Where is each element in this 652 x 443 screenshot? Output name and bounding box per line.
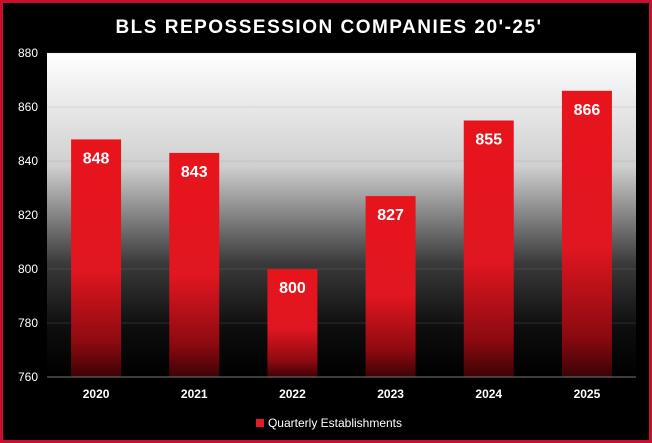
y-tick-label: 860: [18, 100, 38, 114]
bar-2023: [365, 196, 416, 377]
x-tick-label: 2024: [475, 387, 502, 401]
x-tick-label: 2021: [181, 387, 208, 401]
data-label: 866: [574, 102, 601, 119]
data-label: 848: [83, 150, 110, 167]
bar-2022: [267, 269, 318, 377]
data-label: 855: [475, 132, 502, 149]
x-tick-label: 2025: [574, 387, 601, 401]
x-tick-label: 2022: [279, 387, 306, 401]
bar-chart: 760 780 800 820 840 860 880 848 2020 843 2021 800 20…: [18, 46, 636, 401]
legend-swatch: [255, 419, 264, 427]
y-tick-label: 760: [18, 370, 38, 384]
bar-2025: [561, 90, 612, 378]
x-tick-label: 2023: [377, 387, 404, 401]
chart-legend: Quarterly Establishments: [3, 416, 652, 430]
y-tick-label: 880: [18, 46, 38, 60]
bar-2024: [463, 120, 514, 377]
y-tick-label: 780: [18, 316, 38, 330]
y-tick-label: 820: [18, 208, 38, 222]
plot-area: [47, 53, 636, 377]
data-label: 843: [181, 164, 208, 181]
y-tick-label: 800: [18, 262, 38, 276]
legend-label: Quarterly Establishments: [267, 416, 403, 430]
chart-title: BLS REPOSSESSION COMPANIES 20'-25': [115, 17, 543, 38]
data-label: 827: [377, 207, 404, 224]
bar-2021: [169, 152, 220, 377]
y-tick-label: 840: [18, 154, 38, 168]
x-tick-label: 2020: [83, 387, 110, 401]
data-label: 800: [279, 280, 306, 297]
bar-2020: [71, 139, 122, 377]
